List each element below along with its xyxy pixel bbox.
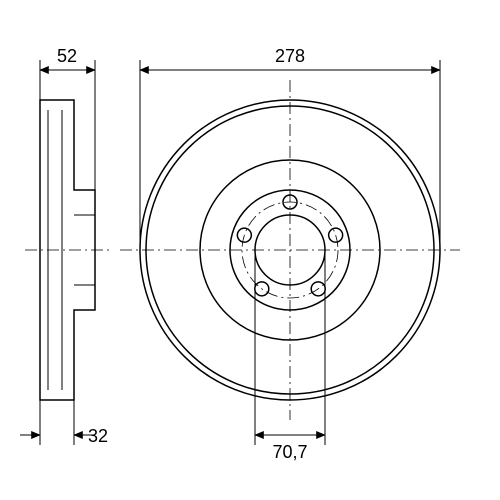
side-view: [25, 100, 110, 400]
dim-overall-width-label: 52: [57, 46, 77, 66]
dim-bore-label: 70,7: [272, 442, 307, 462]
dim-outer-diameter-label: 278: [275, 46, 305, 66]
front-view: [120, 80, 460, 420]
dim-offset-label: 32: [88, 426, 108, 446]
technical-drawing: 52 32 278 70,7: [0, 0, 500, 500]
dim-offset: 32: [20, 400, 108, 446]
